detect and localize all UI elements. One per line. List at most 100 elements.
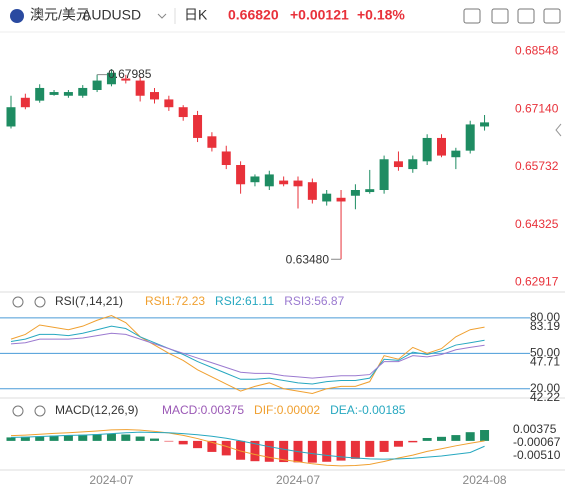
candle-body [20,97,30,108]
price: 0.66820 [228,7,279,23]
y-tick-label: 0.64325 [515,217,559,231]
dropdown-icon[interactable] [157,13,167,19]
candle-body [207,136,217,148]
gear-icon[interactable] [34,405,46,417]
histogram-bar [121,434,131,441]
candle-body [236,165,246,185]
histogram-bar [279,440,289,463]
histogram-bar [408,440,418,443]
histogram-bar [250,440,260,462]
y-tick-label: 0.65732 [515,159,559,173]
histogram-bar [63,435,73,441]
histogram-bar [236,440,246,460]
histogram-bar [178,440,188,445]
legend-entry: MACD:0.00375 [162,403,244,417]
candle-body [78,87,88,96]
histogram-bar [135,436,145,441]
candle-body [322,193,332,202]
axis-label: 42.22 [530,390,560,404]
candle-body [121,78,131,81]
histogram-bar [307,440,317,463]
tool-icon[interactable] [463,8,481,24]
histogram-bar [49,435,59,441]
histogram-bar [465,432,475,441]
candle-body [365,189,375,193]
histogram-bar [422,437,432,441]
annotation: 0.67985 [108,67,152,81]
collapse-icon[interactable] [555,123,562,137]
candle-body [451,150,461,158]
x-tick-label: 2024-07 [276,473,320,487]
legend-entry: RSI1:72.23 [145,294,205,308]
series-line [10,325,485,385]
histogram-bar [164,440,174,442]
histogram-bar [393,440,403,447]
period[interactable]: 日K [184,7,208,23]
candle-body [6,107,16,127]
candle-body [178,107,188,118]
histogram-bar [480,430,490,441]
x-tick-label: 2024-07 [89,473,133,487]
legend-entry: DIF:0.00002 [254,403,320,417]
candle-body [465,124,475,151]
gear-icon[interactable] [34,296,46,308]
candle-body [49,92,59,95]
histogram-bar [322,440,332,462]
candle-body [264,174,274,187]
histogram-bar [6,437,16,441]
macd-title: MACD(12,26,9) [55,403,138,417]
eye-icon[interactable] [12,405,24,417]
histogram-bar [193,440,203,449]
histogram-bar [336,440,346,461]
histogram-bar [20,436,30,441]
y-tick-label: -0.00510 [513,448,561,462]
legend-entry: RSI2:61.11 [215,294,274,308]
candle-body [379,159,389,190]
x-tick-label: 2024-08 [463,473,507,487]
histogram-bar [264,440,274,462]
candle-body [279,180,289,185]
candle-body [250,176,260,183]
tool-icon[interactable] [517,8,535,24]
candle-body [221,151,231,165]
histogram-bar [92,434,102,441]
candle-body [480,122,490,127]
y-tick-label: 0.00375 [513,422,557,436]
flag-icon[interactable] [10,9,24,23]
y-tick-label: 0.68548 [515,44,559,58]
change-pct: +0.18% [357,7,405,23]
candle-body [35,87,45,101]
y-tick-label: -0.00067 [513,435,561,449]
candle-body [135,80,145,96]
histogram-bar [437,436,446,441]
candle-body [408,159,418,170]
histogram-bar [221,440,231,456]
candle-body [336,197,346,202]
candle-body [92,80,102,90]
change: +0.00121 [290,7,349,23]
histogram-bar [35,436,45,441]
y-tick-label: 0.67140 [515,101,559,115]
tool-icon[interactable] [491,8,509,24]
histogram-bar [451,435,461,441]
symbol: AUDUSD [82,7,141,23]
y-tick-label: 0.62917 [515,275,559,289]
legend-entry: DEA:-0.00185 [330,403,406,417]
candle-body [393,161,403,168]
header: 澳元/美元 AUDUSD 日K 0.66820 +0.00121 +0.18% [10,7,561,24]
candle-body [150,92,159,100]
candle-body [293,180,303,187]
candle-body [164,99,174,108]
y-tick-label: 20.00 [530,381,560,395]
series-line [10,315,485,394]
axis-label: 47.71 [530,354,560,368]
y-tick-label: 80.00 [530,310,560,324]
legend-entry: RSI3:56.87 [284,294,344,308]
rsi-title: RSI(7,14,21) [55,294,123,308]
tool-icon[interactable] [543,8,561,24]
candle-body [307,182,317,200]
eye-icon[interactable] [12,296,24,308]
histogram-bar [379,440,389,452]
